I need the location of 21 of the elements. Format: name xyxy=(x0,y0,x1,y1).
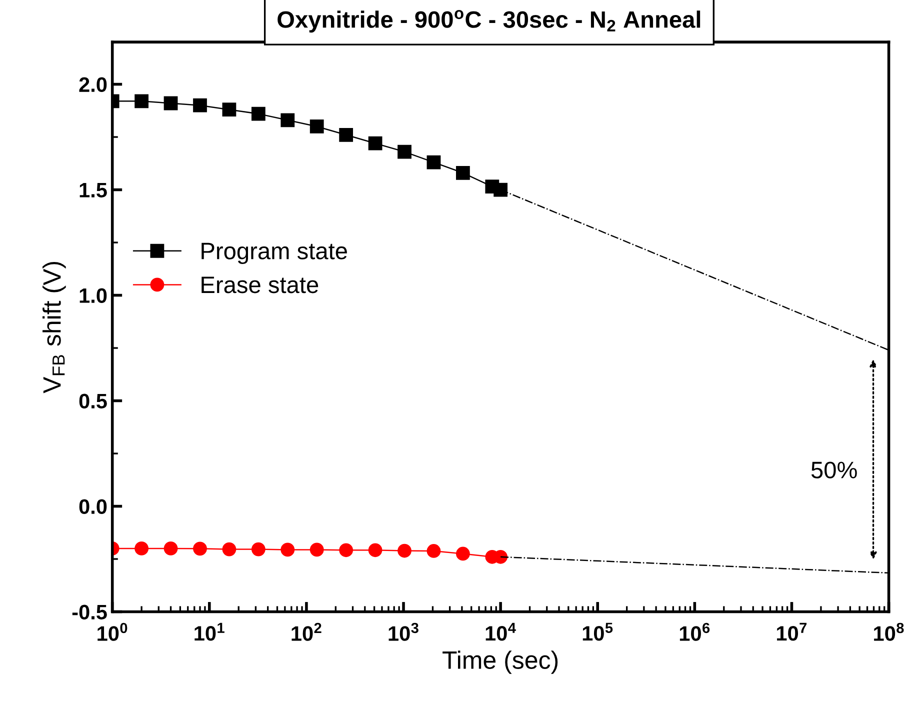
x-tick-label: 10$^{6}$ xyxy=(680,622,710,641)
y-tick-label: 0.0 xyxy=(79,499,107,514)
x-tick-label: 10$^{0}$ xyxy=(98,622,128,641)
x-tick-label: 10$^{7}$ xyxy=(777,622,807,641)
legend-label: Program state xyxy=(202,242,347,264)
y-tick-label: 0.5 xyxy=(79,394,107,409)
x-tick-label: 10$^{5}$ xyxy=(582,622,613,641)
x-tick-label: 10$^{2}$ xyxy=(292,622,322,641)
x-tick-label: 10$^{8}$ xyxy=(874,622,904,641)
chart-title: Oxynitride - 900$^{o}$C - 30sec - N$_{2}$ Anneal xyxy=(278,10,700,33)
y-tick-label: 1.0 xyxy=(80,288,107,304)
legend-label: Erase state xyxy=(202,276,318,294)
x-axis-title: Time (sec) xyxy=(442,650,558,674)
y-tick-label: 2.0 xyxy=(79,77,107,92)
y-tick-label: 1.5 xyxy=(80,182,107,198)
x-tick-label: 10$^{3}$ xyxy=(388,622,418,641)
y-axis-title: V$_{FB}$ shift (V) xyxy=(42,262,66,394)
x-tick-label: 10$^{4}$ xyxy=(486,622,516,641)
annotation: 50% xyxy=(811,462,857,478)
x-tick-label: 10$^{1}$ xyxy=(194,622,224,641)
y-tick-label: -0.5 xyxy=(72,604,107,620)
